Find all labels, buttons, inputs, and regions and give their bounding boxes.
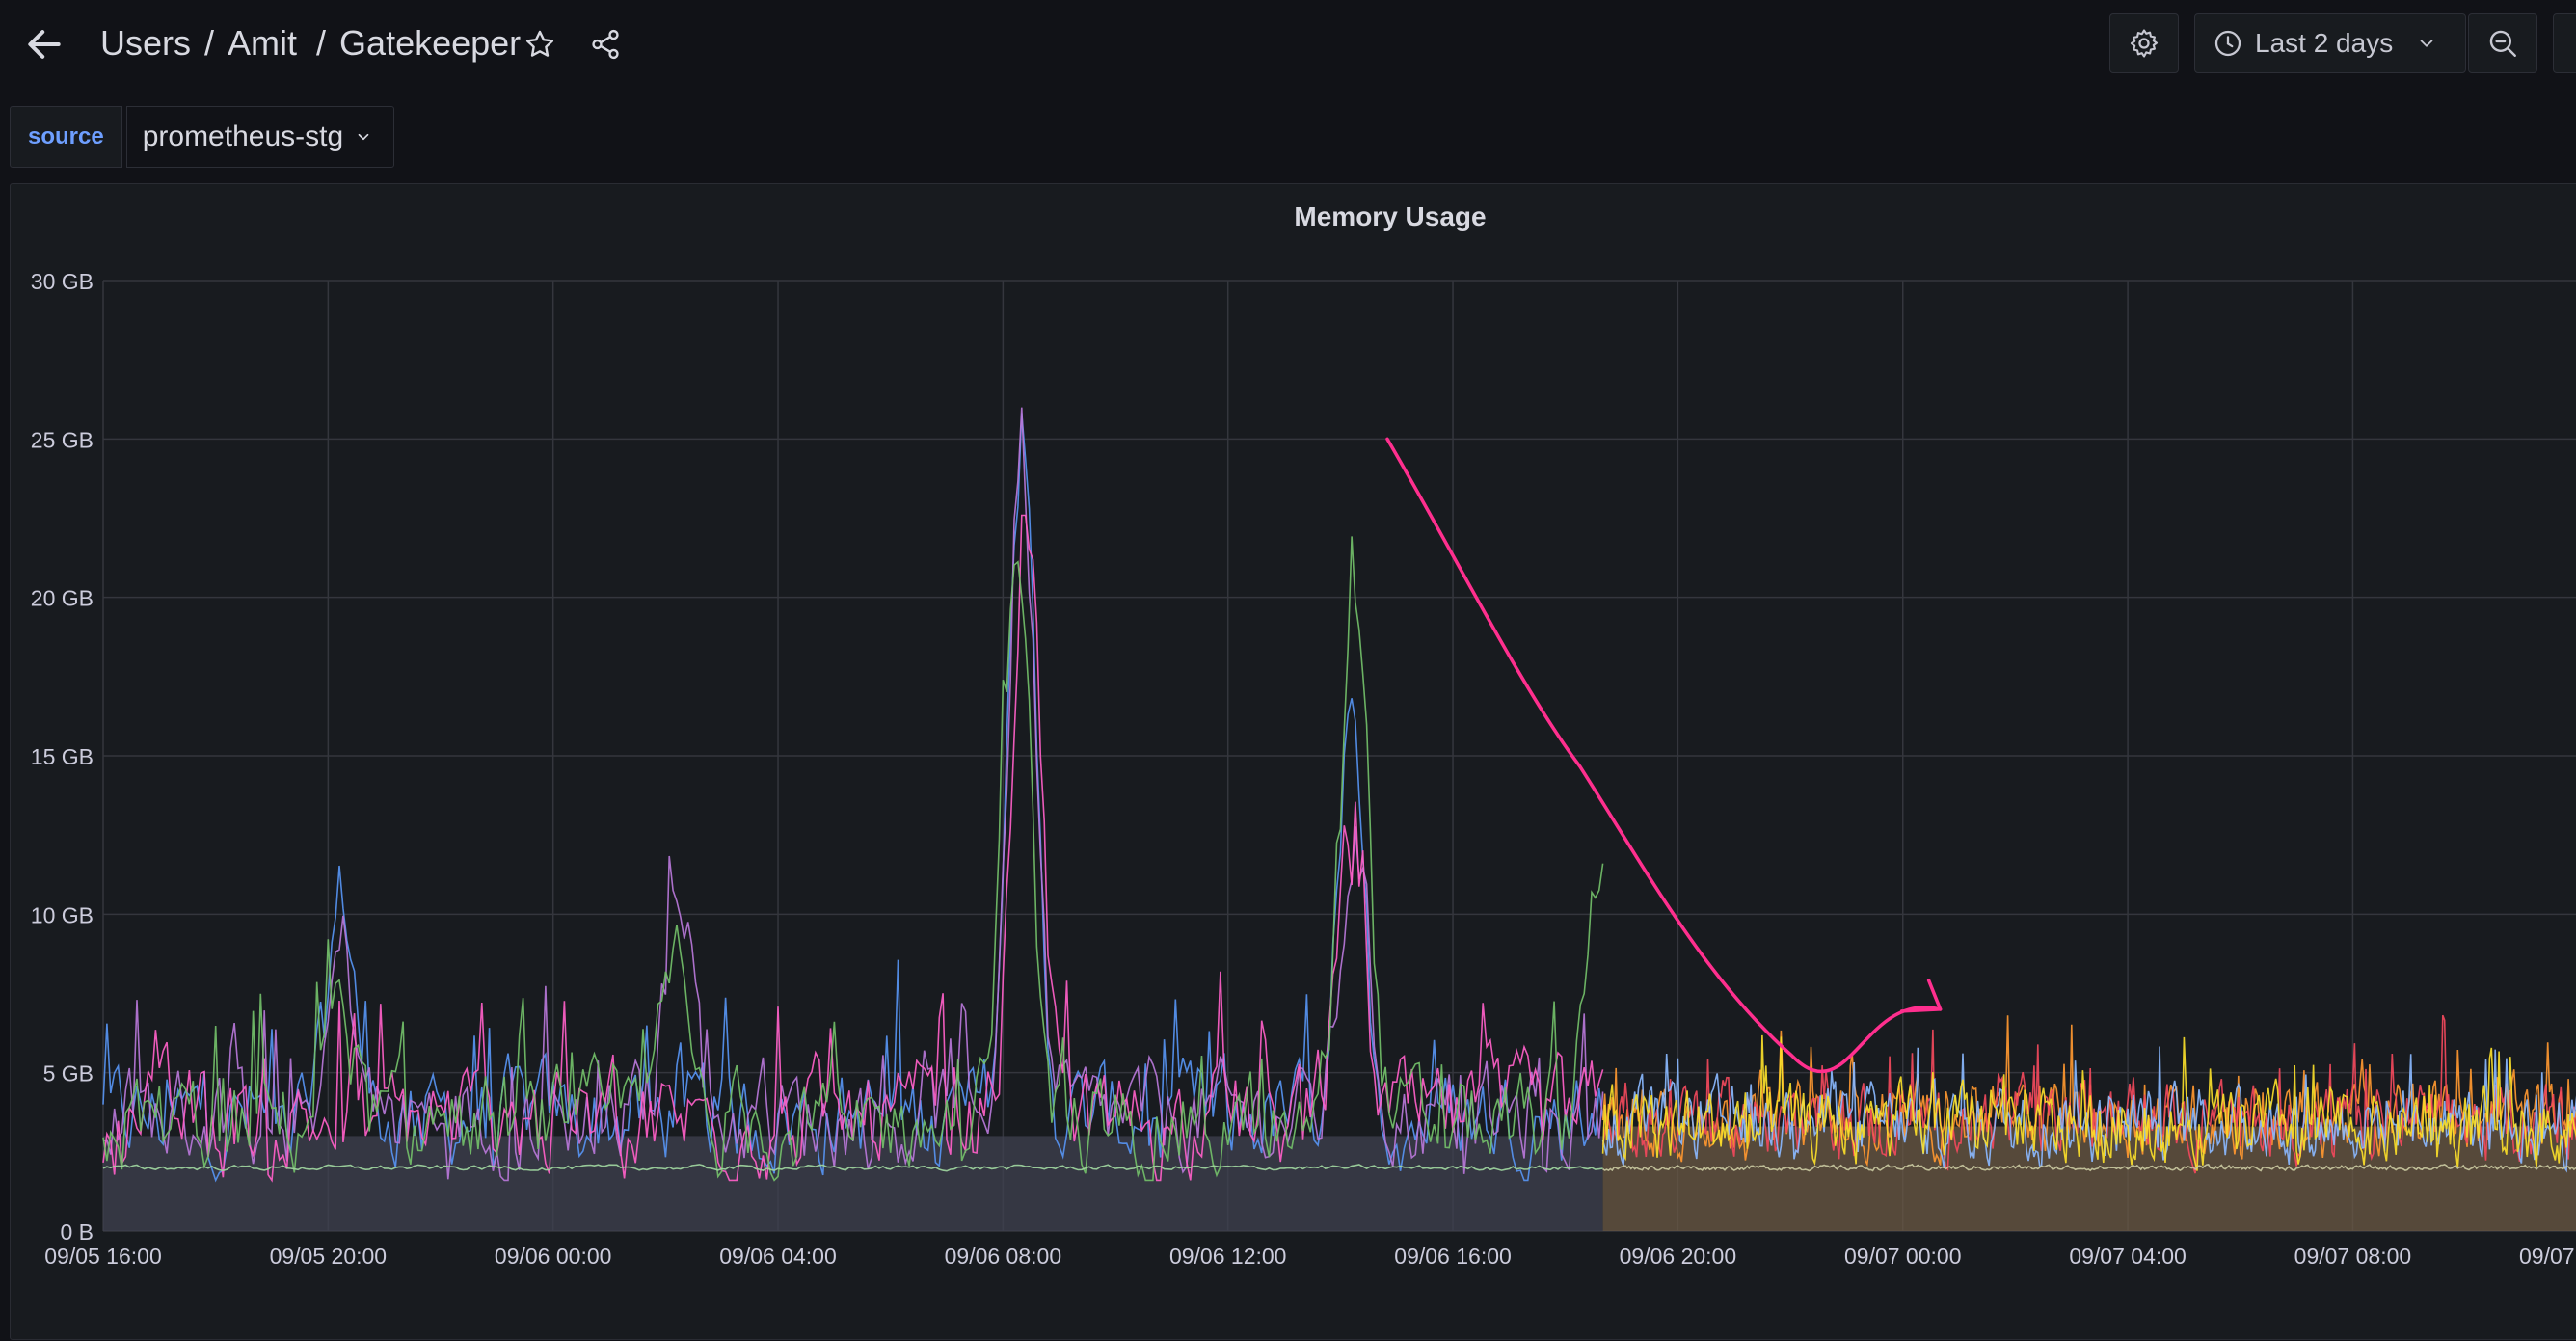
star-button[interactable] (517, 21, 563, 67)
x-tick-label: 09/06 20:00 (1620, 1244, 1737, 1269)
star-icon (525, 30, 554, 57)
breadcrumb-amit[interactable]: Amit (228, 23, 298, 63)
series-line-before-4 (102, 1164, 1603, 1172)
x-tick-label: 09/07 00:00 (1844, 1244, 1962, 1269)
breadcrumb-users[interactable]: Users (100, 23, 192, 63)
x-tick-label: 09/06 04:00 (719, 1244, 837, 1269)
share-icon (592, 29, 619, 60)
series-line-before-3 (102, 536, 1604, 1182)
x-tick-label: 09/07 04:00 (2069, 1244, 2187, 1269)
y-tick-label: 5 GB (43, 1061, 94, 1086)
x-tick-label: 09/07 08:00 (2294, 1244, 2412, 1269)
usage-fill-before (103, 1136, 1603, 1231)
series-line-after-3 (1601, 1034, 2576, 1171)
breadcrumb: Users / Amit / Gatekeeper (100, 19, 521, 67)
annotation-arrow-curve (1385, 437, 1943, 1073)
back-button[interactable] (17, 17, 71, 71)
x-tick-label: 09/06 08:00 (945, 1244, 1062, 1269)
x-tick-label: 09/05 20:00 (270, 1244, 388, 1269)
x-tick-label: 09/06 16:00 (1394, 1244, 1512, 1269)
series-line-after-4 (1602, 1163, 2576, 1172)
x-tick-label: 09/06 12:00 (1169, 1244, 1287, 1269)
share-button[interactable] (582, 21, 629, 67)
y-tick-label: 25 GB (31, 427, 94, 452)
usage-fill-after (1602, 1126, 2576, 1231)
variable-label-source: source (10, 106, 122, 168)
zoom-out-icon (2489, 30, 2516, 57)
y-tick-label: 15 GB (31, 744, 94, 769)
dashboard-settings-button[interactable] (2109, 13, 2179, 73)
time-range-picker[interactable]: Last 2 days (2194, 13, 2466, 73)
x-tick-label: 09/06 00:00 (495, 1244, 612, 1269)
template-variables: source prometheus-stg (10, 106, 395, 168)
annotation-arrow-head (1899, 979, 1943, 1013)
memory-usage-panel: Memory Usage 0 B 5 GB 10 GB 15 GB 20 GB 25 GB… (10, 183, 2576, 1340)
source-variable-value: prometheus-stg (142, 121, 344, 152)
series-line-after-2 (1601, 1046, 2576, 1173)
x-tick-label: 09/07 12:00 (2519, 1244, 2576, 1269)
breadcrumb-separator: / (316, 23, 327, 63)
chevron-down-icon (2420, 40, 2433, 47)
top-toolbar: Users / Amit / Gatekeeper Last 2 days (0, 0, 2576, 89)
clock-icon (2214, 30, 2241, 57)
x-tick-label: 09/05 16:00 (44, 1244, 162, 1269)
series-line-before-0 (102, 413, 1604, 1183)
breadcrumb-separator: / (204, 23, 215, 63)
gear-icon (2130, 29, 2159, 58)
panel-title: Memory Usage (1294, 201, 1487, 231)
zoom-out-button[interactable] (2468, 13, 2537, 73)
y-tick-label: 0 B (60, 1220, 94, 1245)
y-tick-label: 30 GB (31, 269, 94, 294)
chevron-down-icon (358, 133, 369, 141)
arrow-left-icon (28, 30, 61, 59)
source-variable-select[interactable]: prometheus-stg (125, 106, 395, 168)
time-range-label: Last 2 days (2255, 28, 2394, 58)
y-tick-label: 20 GB (31, 586, 94, 611)
y-tick-label: 10 GB (31, 902, 94, 927)
memory-usage-chart: 0 B 5 GB 10 GB 15 GB 20 GB 25 GB 30 GB 09/05 16… (31, 269, 2576, 1269)
page-title: Gatekeeper (339, 23, 522, 63)
refresh-button[interactable] (2553, 13, 2576, 73)
